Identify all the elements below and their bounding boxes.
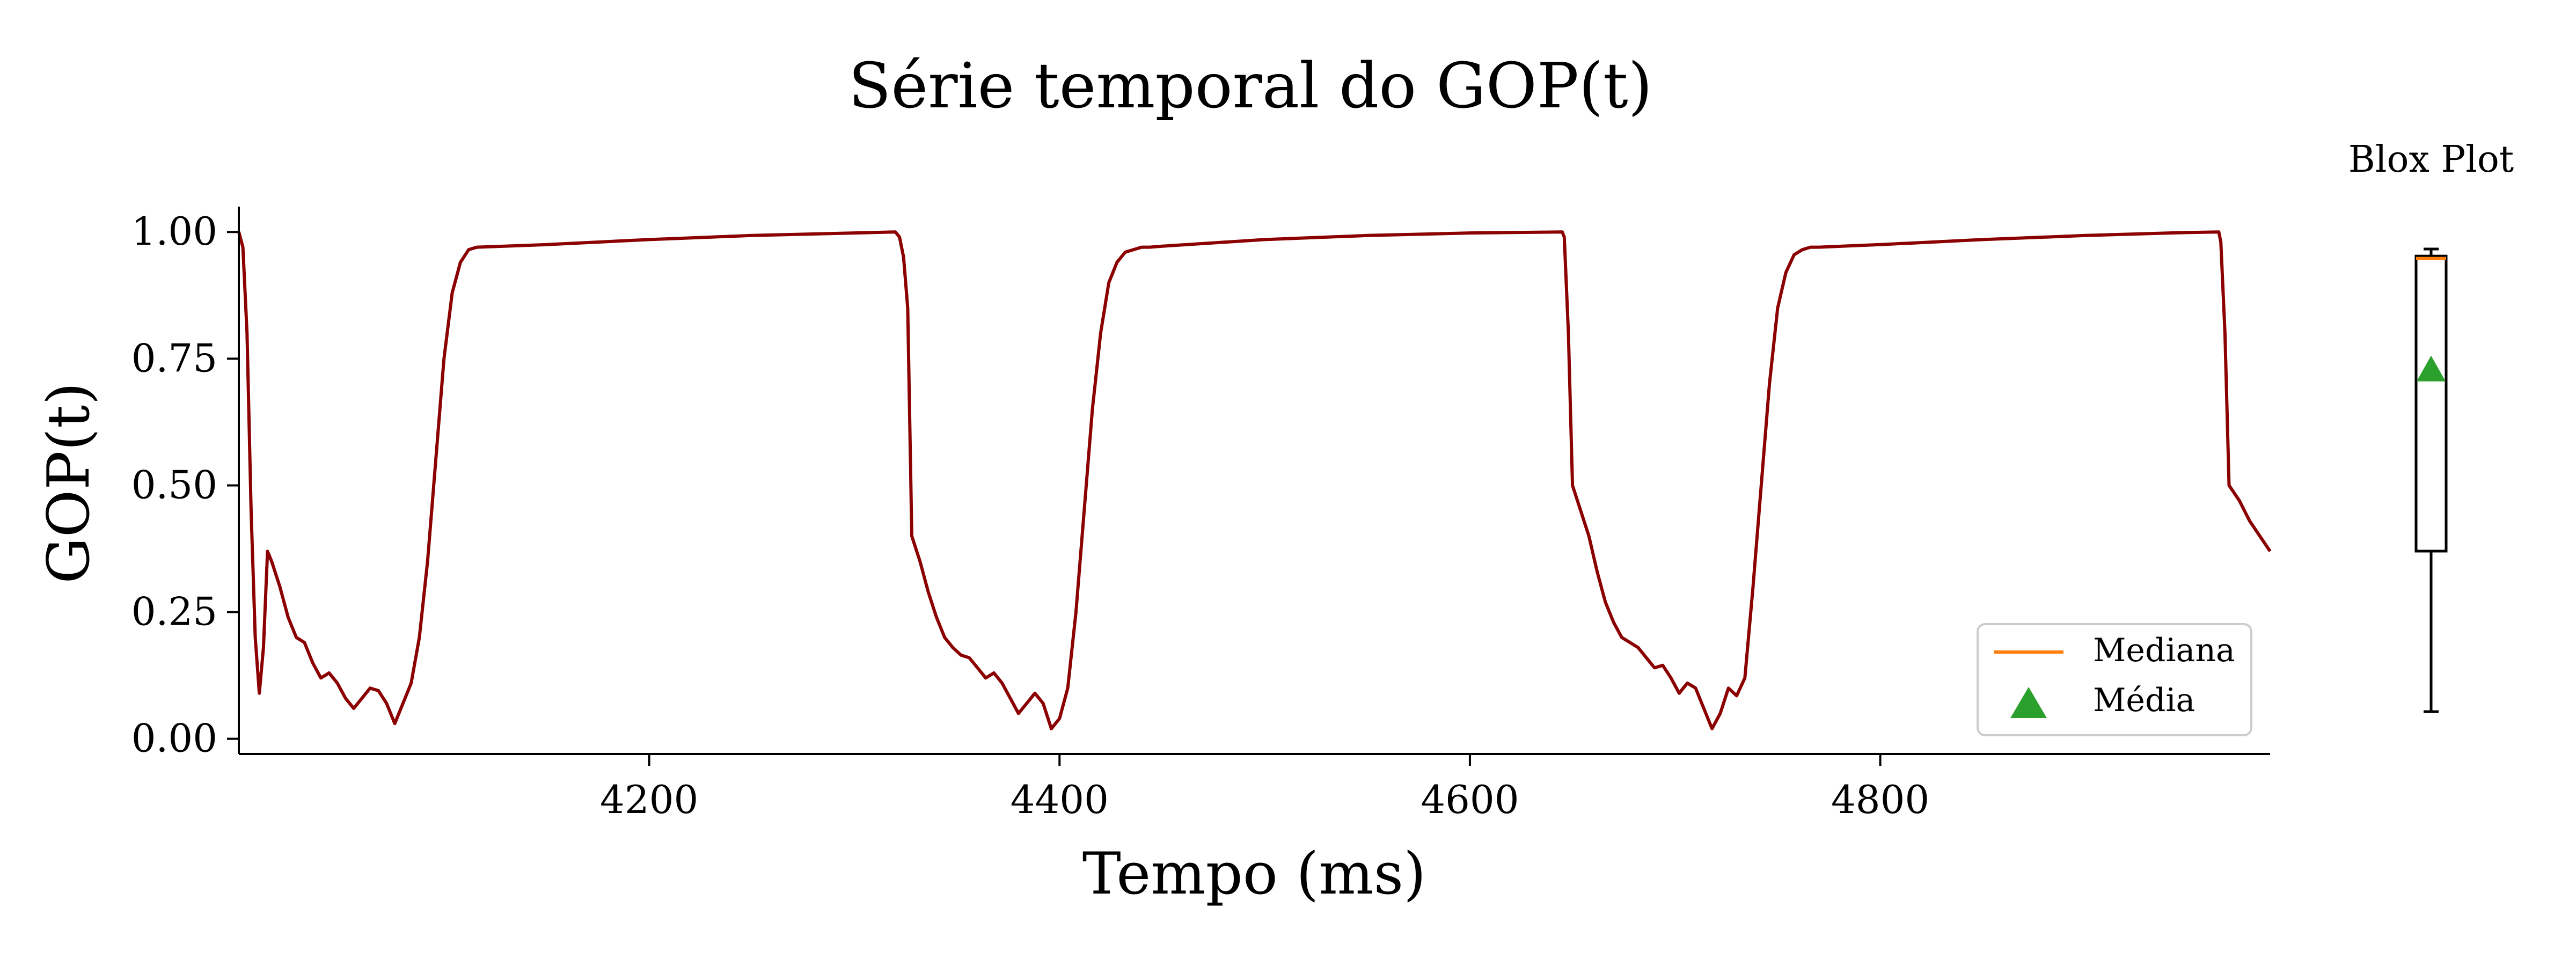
legend-mean-label: Média — [2093, 682, 2195, 719]
y-tick-label: 0.50 — [131, 462, 217, 507]
y-tick-label: 0.75 — [131, 335, 217, 380]
boxplot-box — [2414, 254, 2448, 553]
legend: Mediana Média — [1977, 623, 2252, 736]
main-plot-area: 4200 4400 4600 4800 0.00 0.25 0.50 0.75 1.00 — [131, 207, 2272, 822]
x-tick-label: 4200 — [600, 777, 698, 822]
x-tick-label: 4400 — [1011, 777, 1109, 822]
x-tick-label: 4600 — [1421, 777, 1519, 822]
y-tick-label: 0.25 — [131, 589, 217, 634]
legend-mean-swatch — [2010, 687, 2047, 718]
boxplot-mean-marker — [2417, 355, 2446, 382]
boxplot-title: Blox Plot — [2348, 138, 2514, 181]
boxplot — [2414, 247, 2448, 713]
legend-median-label: Mediana — [2093, 632, 2235, 669]
main-tick-group: 4200 4400 4600 4800 0.00 0.25 0.50 0.75 1.00 — [131, 209, 1930, 822]
gop-series-line — [237, 230, 2272, 730]
y-tick-label: 1.00 — [131, 209, 217, 254]
chart-title: Série temporal do GOP(t) — [848, 50, 1652, 122]
x-tick-label: 4800 — [1831, 777, 1929, 822]
y-axis-label: GOP(t) — [35, 382, 103, 583]
y-tick-label: 0.00 — [131, 716, 217, 761]
x-axis-label: Tempo (ms) — [1082, 840, 1426, 908]
